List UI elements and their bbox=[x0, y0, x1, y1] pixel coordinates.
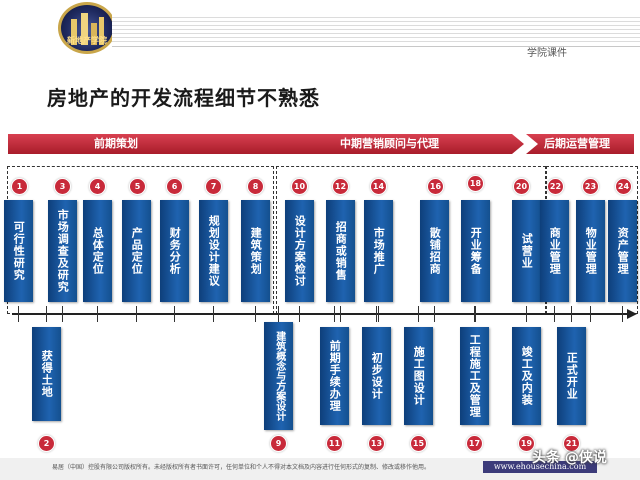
step-box: 建筑策划 bbox=[241, 200, 270, 302]
step-number: 20 bbox=[514, 179, 529, 194]
website-link[interactable]: www.ehousechina.com bbox=[483, 461, 597, 473]
step-box: 规划设计建议 bbox=[199, 200, 228, 302]
timeline-tick bbox=[18, 306, 19, 322]
timeline-tick bbox=[622, 306, 623, 322]
step-number: 4 bbox=[90, 179, 105, 194]
step-box: 市场调查及研究 bbox=[48, 200, 77, 302]
timeline-tick bbox=[554, 306, 555, 322]
step-number: 2 bbox=[39, 436, 54, 451]
step-box: 资产管理 bbox=[608, 200, 637, 302]
step-number: 16 bbox=[428, 179, 443, 194]
timeline-tick bbox=[174, 306, 175, 322]
timeline-tick bbox=[571, 306, 572, 322]
timeline-tick bbox=[255, 306, 256, 322]
step-number: 19 bbox=[519, 436, 534, 451]
phase-group-middle bbox=[276, 166, 546, 314]
phase-banner-early: 前期策划 bbox=[8, 134, 274, 154]
header-stripes bbox=[112, 14, 640, 42]
timeline-tick bbox=[136, 306, 137, 322]
step-box: 总体定位 bbox=[83, 200, 112, 302]
step-box: 设计方案检讨 bbox=[285, 200, 314, 302]
timeline-tick bbox=[46, 306, 47, 322]
step-number: 11 bbox=[327, 436, 342, 451]
timeline-tick bbox=[334, 306, 335, 322]
step-number: 21 bbox=[564, 436, 579, 451]
timeline-arrowhead bbox=[627, 309, 637, 319]
watermark: 头条 @侠说 bbox=[532, 450, 607, 466]
course-label: 学院课件 bbox=[527, 48, 567, 59]
step-number: 10 bbox=[292, 179, 307, 194]
timeline-tick bbox=[376, 306, 377, 322]
logo-text: 新地产学院 bbox=[67, 35, 107, 45]
phase-banner-middle: 中期营销顾问与代理 bbox=[256, 134, 524, 154]
phase-label: 中期营销顾问与代理 bbox=[340, 137, 439, 150]
step-number: 23 bbox=[583, 179, 598, 194]
timeline-tick bbox=[378, 306, 379, 322]
timeline-tick bbox=[474, 306, 475, 322]
step-number: 3 bbox=[55, 179, 70, 194]
step-box: 试营业 bbox=[512, 200, 541, 302]
step-number: 15 bbox=[411, 436, 426, 451]
step-box: 工程施工及管理 bbox=[460, 327, 489, 425]
timeline-tick bbox=[475, 306, 476, 322]
step-box: 前期手续办理 bbox=[320, 327, 349, 425]
step-box: 施工图设计 bbox=[404, 327, 433, 425]
step-box: 建筑概念与方案设计 bbox=[264, 322, 293, 430]
timeline-axis bbox=[12, 313, 634, 315]
step-number: 17 bbox=[467, 436, 482, 451]
step-number: 12 bbox=[333, 179, 348, 194]
timeline-tick bbox=[418, 306, 419, 322]
page-title: 房地产的开发流程细节不熟悉 bbox=[47, 86, 320, 110]
step-number: 6 bbox=[167, 179, 182, 194]
step-box: 财务分析 bbox=[160, 200, 189, 302]
step-box: 开业筹备 bbox=[461, 200, 490, 302]
step-box: 可行性研究 bbox=[4, 200, 33, 302]
step-number: 8 bbox=[248, 179, 263, 194]
timeline-tick bbox=[213, 306, 214, 322]
phase-label: 后期运营管理 bbox=[544, 137, 610, 150]
step-number: 24 bbox=[616, 179, 631, 194]
step-box: 招商或销售 bbox=[326, 200, 355, 302]
step-box: 初步设计 bbox=[362, 327, 391, 425]
step-box: 正式开业 bbox=[557, 327, 586, 425]
step-number: 14 bbox=[371, 179, 386, 194]
timeline-tick bbox=[62, 306, 63, 322]
timeline-tick bbox=[340, 306, 341, 322]
step-number: 22 bbox=[548, 179, 563, 194]
step-box: 获得土地 bbox=[32, 327, 61, 421]
step-box: 市场推广 bbox=[364, 200, 393, 302]
timeline-tick bbox=[434, 306, 435, 322]
step-box: 商业管理 bbox=[540, 200, 569, 302]
timeline-tick bbox=[97, 306, 98, 322]
copyright-text: 易居（中国）控股有限公司版权所有。未经版权所有者书面许可，任何单位和个人不得对本… bbox=[52, 464, 431, 471]
step-box: 产品定位 bbox=[122, 200, 151, 302]
phase-label: 前期策划 bbox=[94, 137, 138, 150]
school-logo: 新地产学院 bbox=[58, 2, 116, 54]
step-box: 散铺招商 bbox=[420, 200, 449, 302]
step-number: 18 bbox=[468, 176, 483, 191]
step-number: 5 bbox=[130, 179, 145, 194]
timeline-tick bbox=[299, 306, 300, 322]
timeline-tick bbox=[278, 306, 279, 322]
header-divider bbox=[112, 46, 640, 47]
timeline-tick bbox=[590, 306, 591, 322]
step-number: 9 bbox=[271, 436, 286, 451]
timeline-tick bbox=[526, 306, 527, 322]
step-number: 1 bbox=[12, 179, 27, 194]
footer-bar bbox=[0, 458, 640, 480]
step-number: 13 bbox=[369, 436, 384, 451]
phase-banner-late: 后期运营管理 bbox=[526, 134, 634, 154]
step-box: 竣工及内装 bbox=[512, 327, 541, 425]
step-box: 物业管理 bbox=[576, 200, 605, 302]
step-number: 7 bbox=[206, 179, 221, 194]
